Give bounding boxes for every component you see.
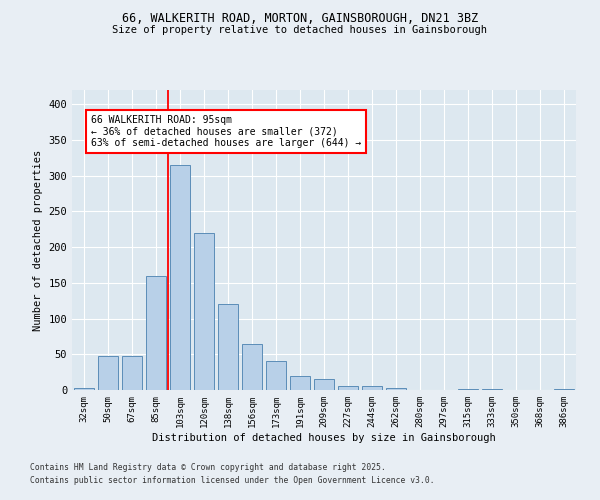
Bar [98, 356, 118, 390]
Bar [218, 304, 238, 390]
Bar [338, 386, 358, 390]
Text: Contains HM Land Registry data © Crown copyright and database right 2025.: Contains HM Land Registry data © Crown c… [30, 464, 386, 472]
Bar [554, 388, 574, 390]
Bar [74, 388, 94, 390]
Bar [290, 376, 310, 390]
Bar [146, 276, 166, 390]
Bar [170, 165, 190, 390]
Bar [194, 233, 214, 390]
Text: 66 WALKERITH ROAD: 95sqm
← 36% of detached houses are smaller (372)
63% of semi-: 66 WALKERITH ROAD: 95sqm ← 36% of detach… [91, 115, 361, 148]
Bar [458, 388, 478, 390]
Bar [362, 386, 382, 390]
Bar [386, 388, 406, 390]
Bar [482, 388, 502, 390]
Bar [122, 356, 142, 390]
Text: 66, WALKERITH ROAD, MORTON, GAINSBOROUGH, DN21 3BZ: 66, WALKERITH ROAD, MORTON, GAINSBOROUGH… [122, 12, 478, 26]
Bar [242, 344, 262, 390]
Y-axis label: Number of detached properties: Number of detached properties [33, 150, 43, 330]
Bar [266, 362, 286, 390]
Bar [314, 380, 334, 390]
Text: Contains public sector information licensed under the Open Government Licence v3: Contains public sector information licen… [30, 476, 434, 485]
X-axis label: Distribution of detached houses by size in Gainsborough: Distribution of detached houses by size … [152, 432, 496, 442]
Text: Size of property relative to detached houses in Gainsborough: Size of property relative to detached ho… [113, 25, 487, 35]
